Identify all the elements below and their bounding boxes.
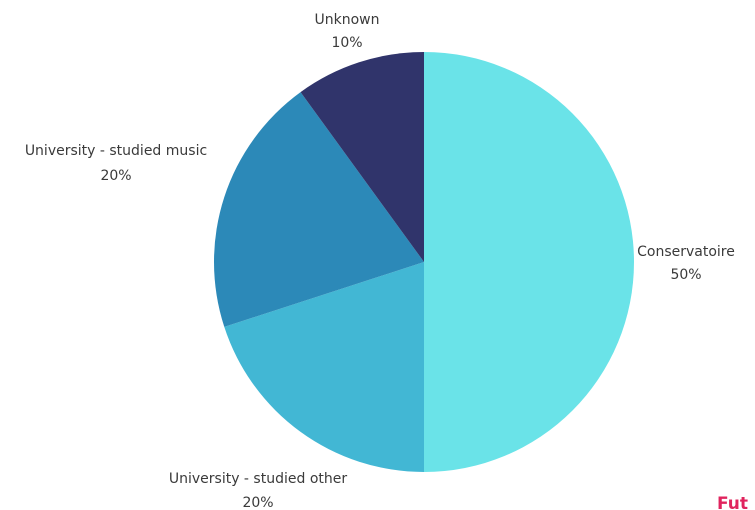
pie-slice-university-studied-other [224,262,424,472]
slice-value-label: 20% [242,495,273,510]
slice-value-label: 10% [331,35,362,51]
slice-label: Unknown [315,12,380,28]
slice-value-label: 50% [670,267,701,283]
slice-label: University - studied other [169,471,347,487]
slice-label: University - studied music [25,143,207,159]
pie-slice-conservatoire [424,52,634,472]
slice-label: Conservatoire [637,244,735,260]
slice-value-label: 20% [100,168,131,184]
brand-logo: Fut [717,494,748,510]
pie-slice-unknown [300,52,424,262]
pie-slice-university-studied-music [214,92,424,327]
